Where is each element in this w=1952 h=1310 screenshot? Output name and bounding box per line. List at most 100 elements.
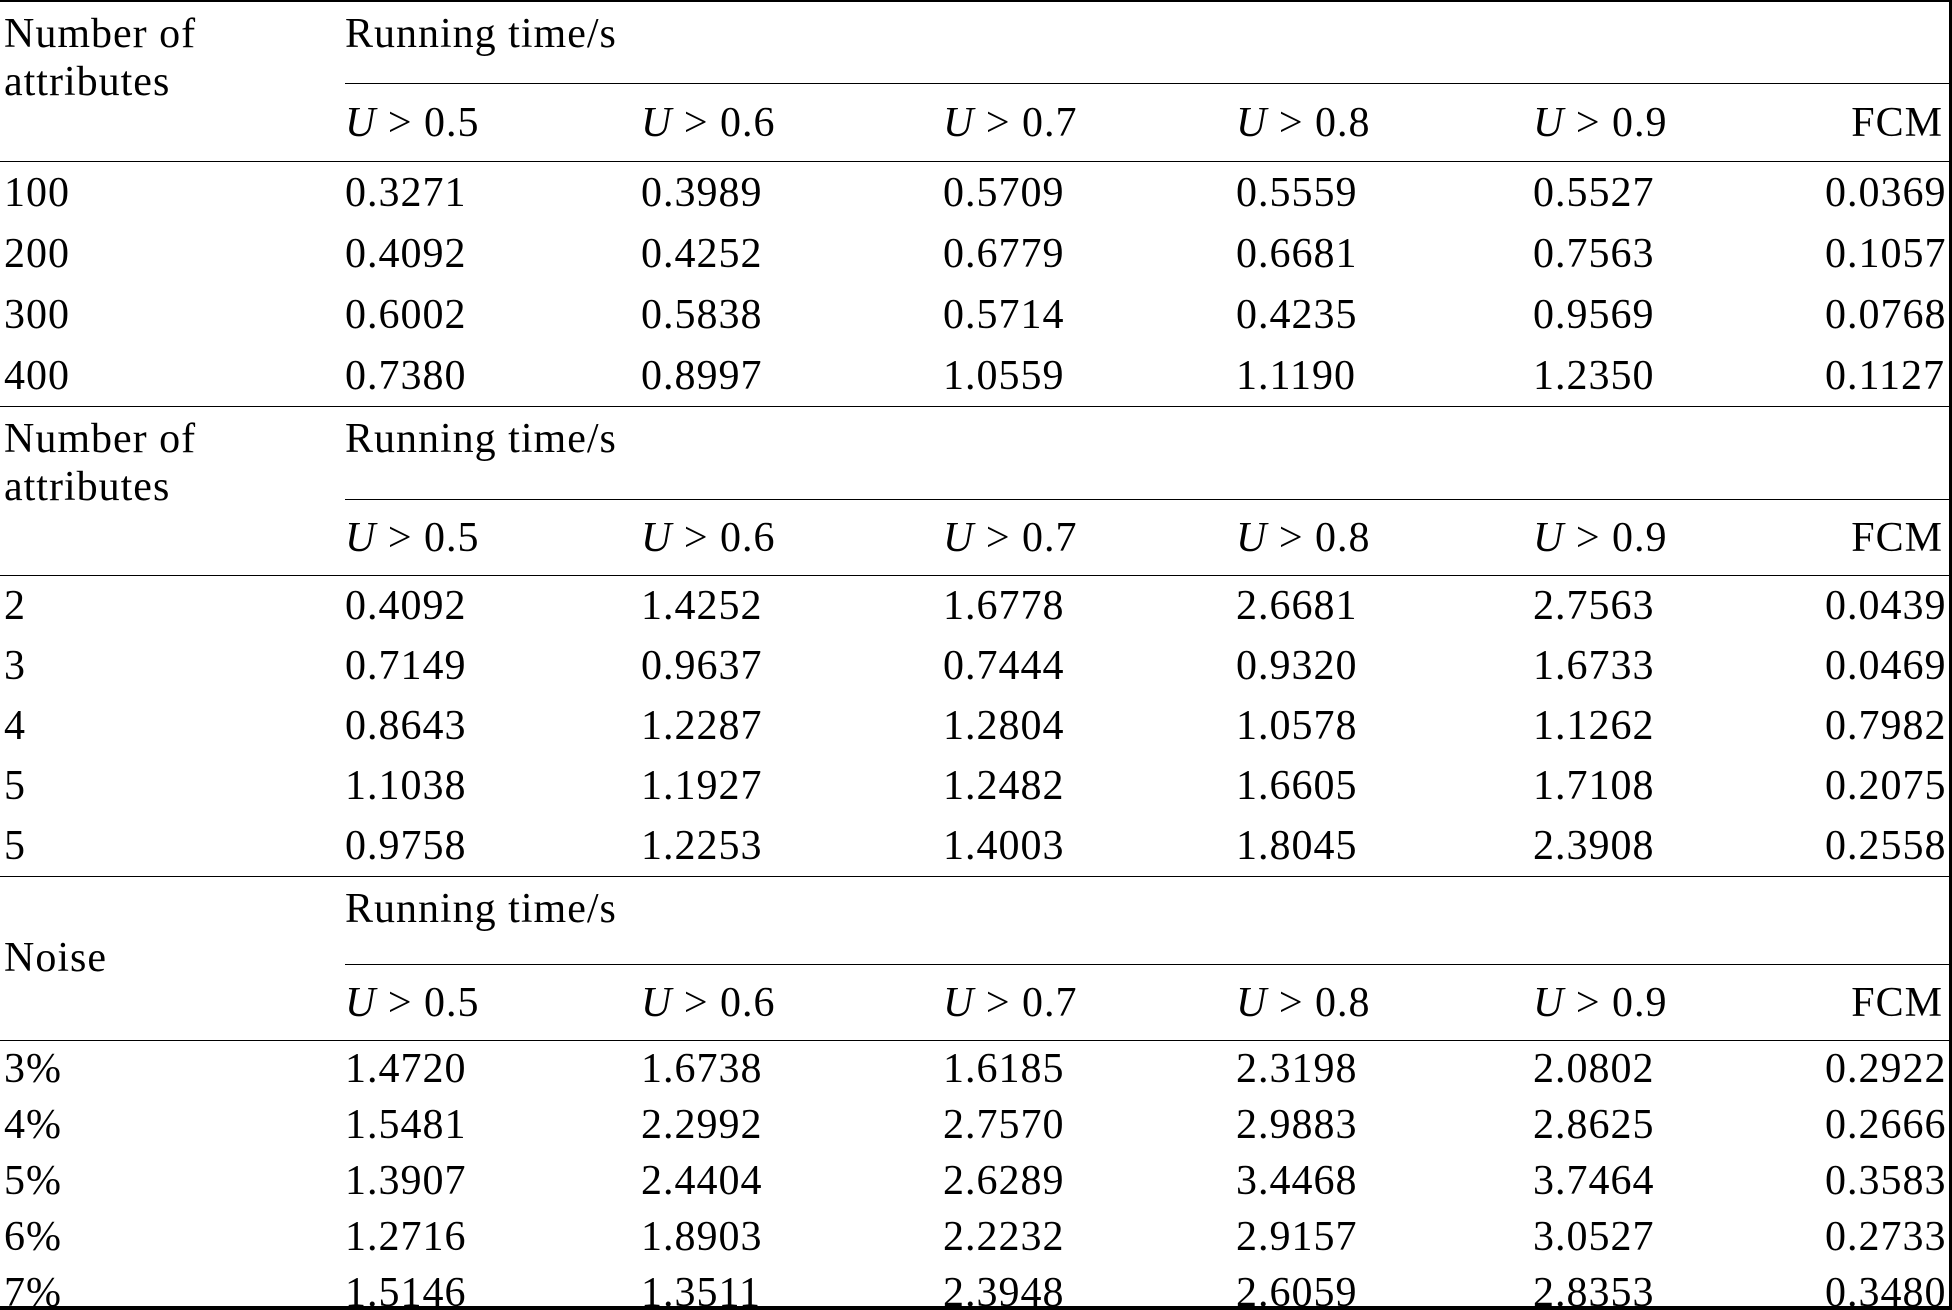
cell: 0.1057: [1825, 230, 1947, 277]
cell: 0.4235: [1236, 291, 1358, 338]
threshold-text: > 0.9: [1564, 514, 1668, 561]
cell: 1.2482: [943, 763, 1065, 809]
cell: 1.2716: [345, 1214, 467, 1260]
threshold-text: > 0.6: [672, 514, 776, 561]
threshold-text: FCM: [1851, 99, 1943, 146]
column-header: U > 0.5: [345, 499, 641, 576]
threshold-text: > 0.8: [1267, 99, 1371, 146]
cell: 2.7570: [943, 1102, 1065, 1148]
cell: 1.2350: [1533, 352, 1655, 399]
cell: 1.6733: [1533, 643, 1655, 689]
threshold-text: > 0.6: [672, 979, 776, 1026]
row-label: 100: [4, 169, 70, 216]
cell: 1.8045: [1236, 823, 1358, 869]
cell: 1.6778: [943, 583, 1065, 629]
cell: 0.5714: [943, 291, 1065, 338]
threshold-text: > 0.5: [376, 979, 480, 1026]
cell: 0.5709: [943, 169, 1065, 216]
cell: 1.8903: [641, 1214, 763, 1260]
cell: 1.2253: [641, 823, 763, 869]
row-label: 4: [4, 703, 26, 749]
cell: 2.6289: [943, 1158, 1065, 1204]
cell: 0.2558: [1825, 823, 1947, 869]
column-header: U > 0.8: [1236, 964, 1533, 1041]
column-header: U > 0.7: [943, 499, 1236, 576]
cell: 1.1038: [345, 763, 467, 809]
cell: 2.2992: [641, 1102, 763, 1148]
row-label: 2: [4, 583, 26, 629]
cell: 0.4092: [345, 583, 467, 629]
u-symbol: U: [1236, 514, 1268, 561]
u-symbol: U: [943, 99, 975, 146]
cell: 1.2287: [641, 703, 763, 749]
column-header: U > 0.8: [1236, 499, 1533, 576]
threshold-text: > 0.6: [672, 99, 776, 146]
cell: 0.1127: [1825, 352, 1945, 399]
group-header: Running time/s: [345, 407, 1949, 500]
cell: 0.2733: [1825, 1214, 1947, 1260]
cell: 0.9637: [641, 643, 763, 689]
cell: 1.3907: [345, 1158, 467, 1204]
u-symbol: U: [345, 979, 377, 1026]
column-header: U > 0.5: [345, 964, 641, 1041]
row-label: 3: [4, 643, 26, 689]
cell: 0.0768: [1825, 291, 1947, 338]
cell: 0.7149: [345, 643, 467, 689]
cell: 1.7108: [1533, 763, 1655, 809]
column-header: U > 0.9: [1533, 499, 1825, 576]
cell: 0.5559: [1236, 169, 1358, 216]
cell: 0.2922: [1825, 1046, 1947, 1092]
cell: 1.6605: [1236, 763, 1358, 809]
u-symbol: U: [1236, 99, 1268, 146]
cell: 0.2666: [1825, 1102, 1947, 1148]
column-header: U > 0.9: [1533, 964, 1825, 1041]
column-header: U > 0.6: [641, 964, 943, 1041]
cell: 2.8353: [1533, 1270, 1655, 1310]
column-header: U > 0.7: [943, 83, 1236, 162]
threshold-text: > 0.7: [974, 514, 1078, 561]
column-header: U > 0.6: [641, 83, 943, 162]
row-label: 400: [4, 352, 70, 399]
cell: 0.3583: [1825, 1158, 1947, 1204]
threshold-text: > 0.5: [376, 99, 480, 146]
cell: 1.0578: [1236, 703, 1358, 749]
column-header: U > 0.6: [641, 499, 943, 576]
threshold-text: > 0.8: [1267, 979, 1371, 1026]
cell: 1.4003: [943, 823, 1065, 869]
row-label: 300: [4, 291, 70, 338]
cell: 2.8625: [1533, 1102, 1655, 1148]
row-header-label: Number of attributes: [0, 2, 345, 162]
group-header: Running time/s: [345, 877, 1949, 965]
cell: 0.5838: [641, 291, 763, 338]
column-header: U > 0.5: [345, 83, 641, 162]
threshold-text: > 0.9: [1564, 979, 1668, 1026]
cell: 0.7563: [1533, 230, 1655, 277]
threshold-text: > 0.5: [376, 514, 480, 561]
cell: 1.4252: [641, 583, 763, 629]
cell: 2.3948: [943, 1270, 1065, 1310]
cell: 0.0439: [1825, 583, 1947, 629]
cell: 0.4252: [641, 230, 763, 277]
cell: 0.0469: [1825, 643, 1947, 689]
cell: 0.3989: [641, 169, 763, 216]
row-header-label: Noise: [0, 877, 345, 1041]
cell: 1.6738: [641, 1046, 763, 1092]
cell: 0.8997: [641, 352, 763, 399]
cell: 1.1190: [1236, 352, 1356, 399]
cell: 1.6185: [943, 1046, 1065, 1092]
column-header: U > 0.8: [1236, 83, 1533, 162]
cell: 3.4468: [1236, 1158, 1358, 1204]
u-symbol: U: [641, 979, 673, 1026]
u-symbol: U: [641, 99, 673, 146]
cell: 2.6681: [1236, 583, 1358, 629]
cell: 3.0527: [1533, 1214, 1655, 1260]
column-header: FCM: [1825, 83, 1949, 162]
cell: 1.4720: [345, 1046, 467, 1092]
threshold-text: > 0.9: [1564, 99, 1668, 146]
threshold-text: FCM: [1851, 514, 1943, 561]
cell: 0.8643: [345, 703, 467, 749]
cell: 2.0802: [1533, 1046, 1655, 1092]
cell: 1.5146: [345, 1270, 467, 1310]
column-header: FCM: [1825, 964, 1949, 1041]
